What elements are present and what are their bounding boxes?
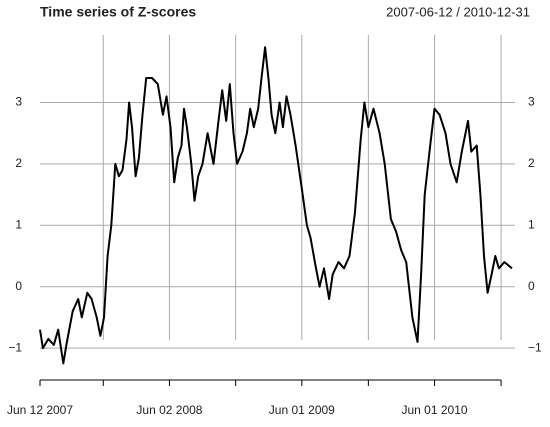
y-tick-label: 1	[15, 217, 22, 231]
y-tick-label: 0	[15, 279, 22, 293]
series-line	[39, 46, 513, 365]
chart-title: Time series of Z-scores	[40, 4, 196, 20]
x-tick-label: Jun 01 2009	[269, 403, 335, 417]
y-tick-label: 2	[15, 156, 22, 170]
y-tick-label: 0	[528, 279, 535, 293]
y-tick-label: 3	[528, 95, 535, 109]
y-tick-label: −1	[8, 340, 22, 354]
x-tick-label: Jun 01 2010	[402, 403, 468, 417]
chart-subtitle: 2007-06-12 / 2010-12-31	[386, 4, 530, 19]
y-tick-label: 2	[528, 156, 535, 170]
x-tick-label: Jun 02 2008	[136, 403, 202, 417]
y-tick-label: −1	[528, 340, 542, 354]
x-tick-label: Jun 12 2007	[7, 403, 73, 417]
y-tick-label: 1	[528, 217, 535, 231]
y-tick-label: 3	[15, 95, 22, 109]
